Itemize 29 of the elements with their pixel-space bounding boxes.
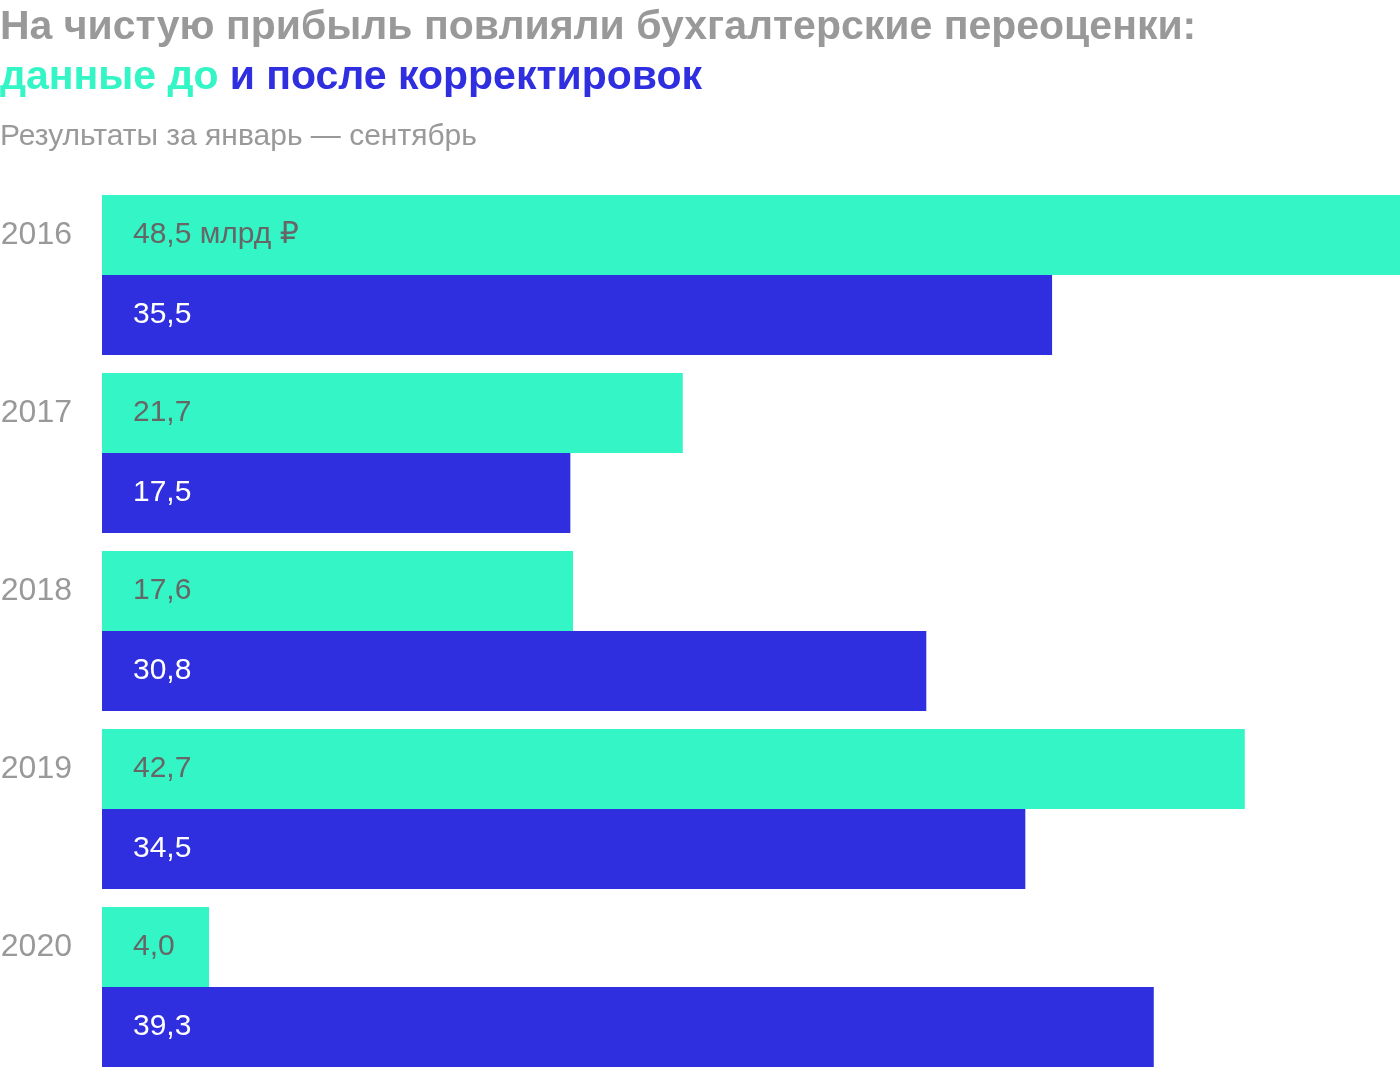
- data-label: 35,5: [133, 296, 192, 330]
- bar: [102, 729, 1245, 809]
- bar: [102, 907, 210, 987]
- y-tick-label: 2018: [0, 570, 72, 607]
- data-label: 30,8: [133, 652, 192, 686]
- y-tick-label: 2017: [0, 392, 72, 429]
- data-label: 17,6: [133, 572, 192, 606]
- bar: [102, 373, 683, 453]
- y-tick-label: 2019: [0, 748, 72, 785]
- chart-subtitle: Результаты за январь — сентябрь: [0, 117, 477, 153]
- data-label: 42,7: [133, 750, 192, 784]
- bar: [102, 631, 927, 711]
- bar: [102, 987, 1154, 1067]
- chart-title: На чистую прибыль повлияли бухгалтерские переоценки:: [0, 1, 1197, 50]
- data-label: 48,5 млрд ₽: [133, 216, 299, 250]
- bar: [102, 195, 1400, 275]
- data-label: 21,7: [133, 394, 192, 428]
- data-label: 39,3: [133, 1008, 192, 1042]
- bar: [102, 453, 571, 533]
- y-tick-label: 2016: [0, 214, 72, 251]
- text: данные до: [0, 51, 219, 100]
- data-label: 4,0: [133, 928, 175, 962]
- bar: [102, 809, 1026, 889]
- data-label: 34,5: [133, 830, 192, 864]
- bar: [102, 551, 574, 631]
- data-label: 17,5: [133, 474, 192, 508]
- text: и после корректировок: [229, 51, 703, 100]
- bar: [102, 275, 1053, 355]
- y-tick-label: 2020: [0, 926, 72, 963]
